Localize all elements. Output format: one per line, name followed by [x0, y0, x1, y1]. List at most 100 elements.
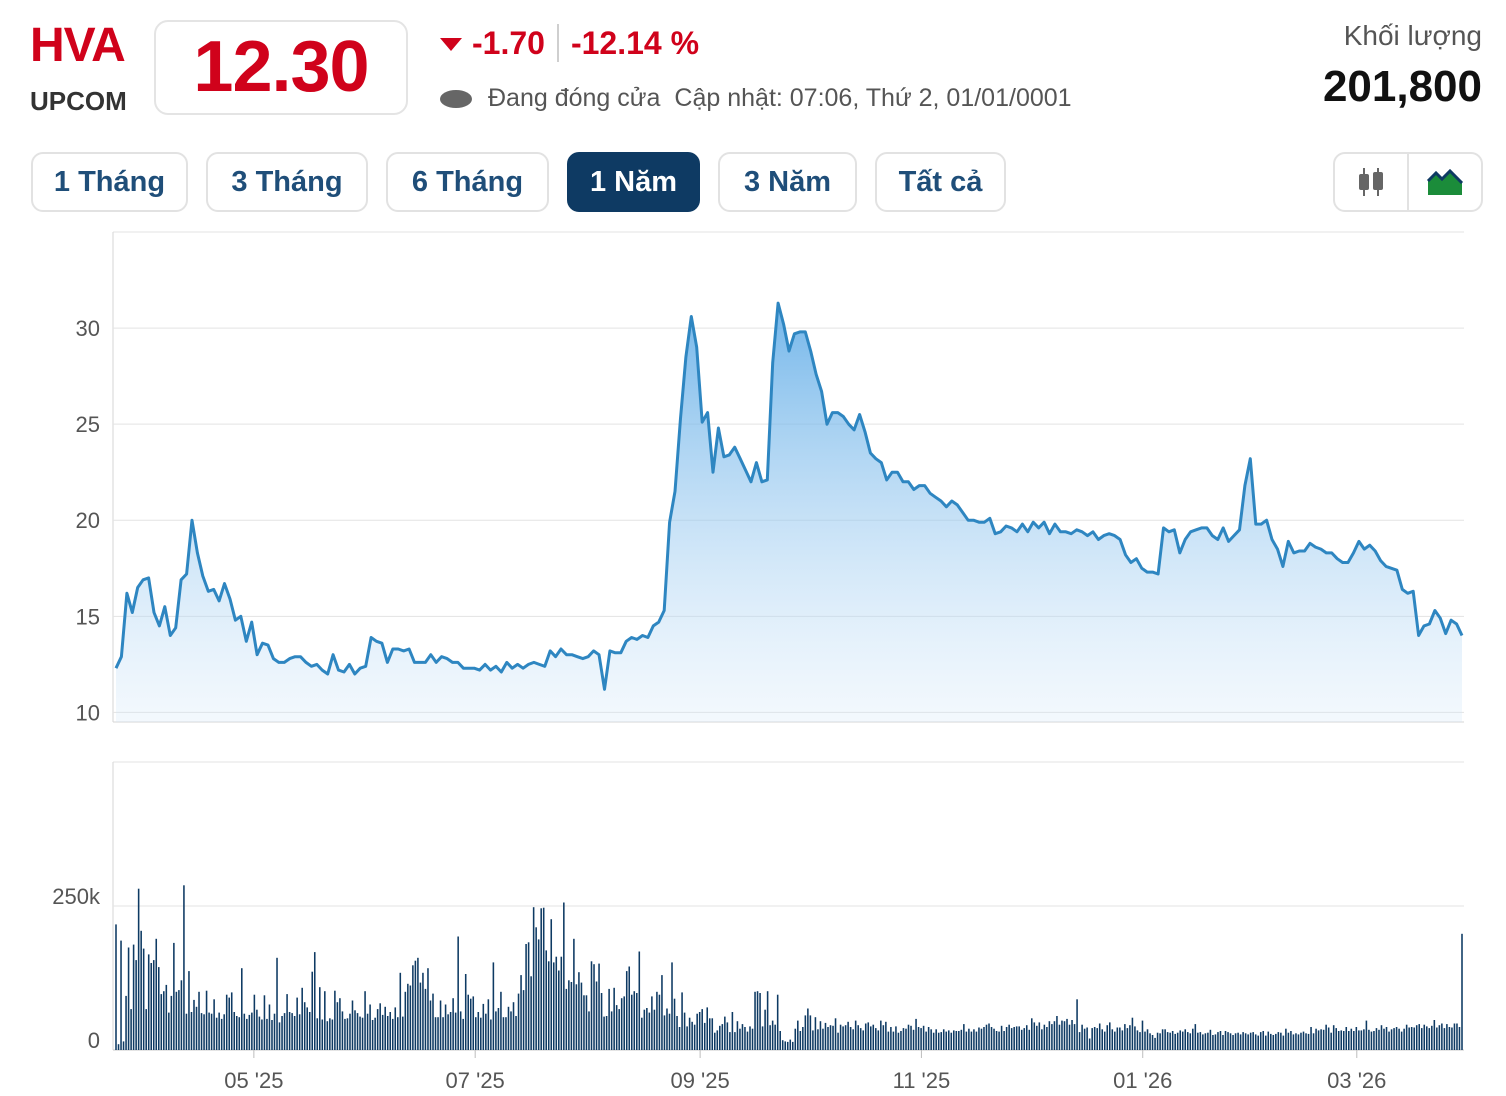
volume-bar: [1431, 1025, 1433, 1050]
volume-bar: [404, 991, 407, 1050]
volume-bar: [1270, 1033, 1272, 1050]
volume-bar: [1181, 1031, 1184, 1050]
volume-bar: [693, 1024, 696, 1050]
volume-bar: [379, 1003, 381, 1050]
volume-bar: [613, 987, 615, 1050]
volume-bar: [595, 981, 598, 1050]
volume-bar: [1325, 1024, 1327, 1050]
volume-bar: [897, 1032, 900, 1050]
volume-bar: [791, 1041, 794, 1050]
volume-bar: [550, 919, 553, 1050]
volume-bar: [1149, 1033, 1151, 1050]
volume-bar: [417, 957, 419, 1050]
volume-bar: [756, 991, 759, 1050]
volume-bar: [225, 994, 228, 1050]
volume-bar: [671, 962, 673, 1050]
volume-bar: [220, 1018, 223, 1050]
volume-bar: [394, 1007, 397, 1050]
volume-bar: [241, 968, 243, 1050]
volume-bar: [1146, 1029, 1149, 1050]
volume-bar: [1179, 1030, 1181, 1050]
volume-bar: [945, 1031, 948, 1050]
volume-bar: [331, 1019, 334, 1050]
volume-bar: [147, 954, 150, 1050]
volume-bar: [955, 1031, 958, 1050]
volume-bar: [135, 960, 137, 1050]
tab-3-months[interactable]: 3 Tháng: [206, 152, 368, 212]
volume-bar: [366, 1013, 369, 1050]
volume-bar: [1267, 1031, 1270, 1050]
tab-1-year[interactable]: 1 Năm: [567, 152, 700, 212]
volume-bar: [1320, 1029, 1322, 1050]
volume-bar: [233, 1012, 236, 1050]
volume-bar: [303, 1002, 306, 1050]
volume-bar: [1259, 1032, 1262, 1050]
volume-bar: [854, 1020, 857, 1050]
volume-bar: [822, 1028, 824, 1050]
volume-bar: [575, 984, 578, 1050]
volume-bar: [1322, 1029, 1325, 1050]
volume-bar: [1375, 1028, 1378, 1050]
volume-bar: [869, 1026, 872, 1050]
volume-bar: [547, 961, 550, 1050]
volume-bar: [324, 991, 326, 1050]
tab-all[interactable]: Tất cả: [875, 152, 1006, 212]
volume-bar: [937, 1032, 940, 1050]
volume-bar: [628, 966, 631, 1050]
volume-bar: [178, 990, 180, 1050]
volume-bar: [608, 988, 610, 1050]
volume-bar: [1093, 1027, 1096, 1050]
volume-bar: [915, 1018, 917, 1050]
volume-bar: [799, 1031, 802, 1050]
volume-bar: [1451, 1027, 1453, 1050]
volume-bar: [1237, 1032, 1239, 1050]
volume-bar: [761, 1026, 764, 1050]
volume-bar: [922, 1025, 925, 1050]
volume-bar: [824, 1022, 827, 1050]
volume-bar: [706, 1007, 709, 1050]
volume-bar: [1287, 1032, 1290, 1050]
volume-bar: [434, 1017, 437, 1050]
area-chart-button[interactable]: [1409, 154, 1481, 210]
volume-bar: [809, 1015, 812, 1050]
volume-bar: [784, 1041, 787, 1050]
volume-bar: [127, 947, 130, 1050]
volume-bar: [1111, 1029, 1114, 1050]
volume-bar: [1232, 1035, 1234, 1050]
volume-bar: [1257, 1035, 1259, 1050]
candlestick-button[interactable]: [1335, 154, 1409, 210]
volume-bar: [1139, 1032, 1141, 1050]
volume-bar: [1254, 1034, 1257, 1050]
volume-bar: [744, 1027, 746, 1050]
tab-6-months[interactable]: 6 Tháng: [386, 152, 549, 212]
volume-bar: [500, 991, 502, 1050]
down-arrow-icon: [440, 37, 462, 51]
volume-bar: [419, 982, 422, 1050]
volume-bar: [726, 1022, 729, 1050]
volume-bar: [1161, 1029, 1164, 1050]
volume-bar: [1083, 1028, 1086, 1050]
volume-bar: [847, 1021, 849, 1050]
volume-bar: [1212, 1035, 1214, 1050]
volume-bar: [980, 1028, 983, 1050]
volume-bar: [125, 995, 127, 1050]
volume-bar: [842, 1026, 844, 1050]
volume-bar: [1202, 1034, 1204, 1050]
volume-bar: [1038, 1022, 1041, 1050]
volume-bar: [1358, 1030, 1360, 1050]
volume-bar: [1355, 1027, 1358, 1050]
volume-bar: [1275, 1033, 1277, 1050]
volume-bar: [686, 1026, 688, 1050]
volume-bar: [600, 993, 603, 1050]
tab-1-month[interactable]: 1 Tháng: [31, 152, 188, 212]
volume-bar: [1433, 1020, 1436, 1050]
ticker-symbol: HVA: [30, 19, 126, 72]
volume-bar: [734, 1032, 736, 1050]
volume-bar: [947, 1030, 950, 1050]
volume-bar: [293, 1016, 296, 1050]
volume-bar: [261, 1019, 263, 1050]
tab-3-years[interactable]: 3 Năm: [718, 152, 857, 212]
volume-grid: [112, 761, 1464, 1051]
volume-bar: [1164, 1029, 1166, 1050]
volume-bar: [729, 1032, 731, 1050]
